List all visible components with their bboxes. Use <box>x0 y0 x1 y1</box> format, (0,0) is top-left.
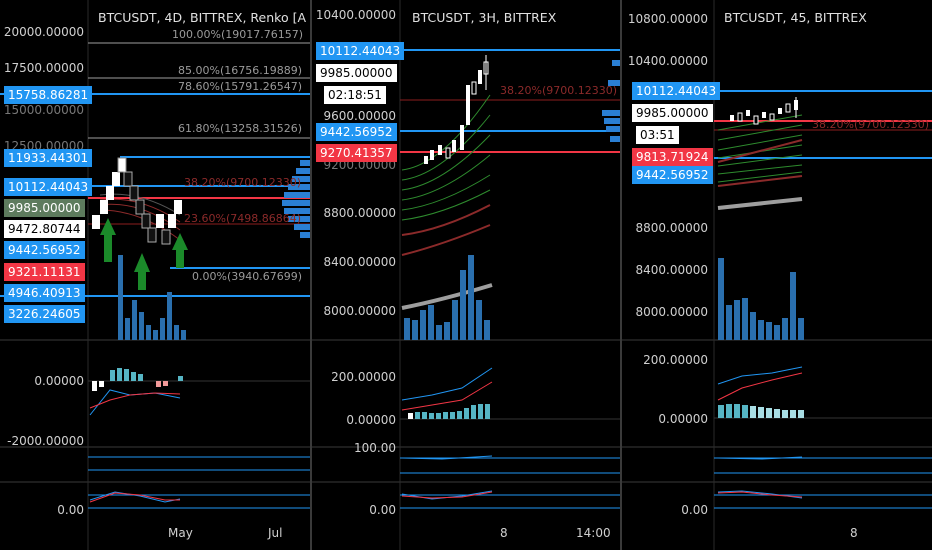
y-axis-label: 17500.00000 <box>3 61 84 75</box>
volume-bars <box>718 258 804 340</box>
price-tag: 10112.44043 <box>632 82 721 100</box>
y-axis-label: 10400.00000 <box>627 54 708 68</box>
price-tag: 9985.00000 <box>4 199 85 217</box>
rsi-axis-label: 0.00 <box>57 503 84 517</box>
chart-panel-3h[interactable]: BTCUSDT, 3H, BITTREX 10400.00000 9600.00… <box>312 0 620 550</box>
y-axis-label: 15000.00000 <box>3 103 84 117</box>
price-tag: 9813.71924 <box>632 148 713 166</box>
macd-pane <box>88 368 310 416</box>
y-axis-label: 9600.00000 <box>323 109 396 123</box>
chart-panel-45[interactable]: BTCUSDT, 45, BITTREX 10800.00000 10400.0… <box>622 0 932 550</box>
y-axis-label: 8800.00000 <box>323 206 396 220</box>
fib-label: 78.60%(15791.26547) <box>178 80 303 93</box>
price-tag: 10112.44043 <box>4 178 93 196</box>
y-axis-label: 20000.00000 <box>3 25 84 39</box>
price-tag: 10112.44043 <box>316 42 405 60</box>
candles <box>424 55 489 164</box>
ma-ribbon <box>717 114 803 210</box>
x-axis-label: May <box>168 526 193 540</box>
fib-label: 23.60%(7498.86864) <box>184 212 302 225</box>
renko-bricks <box>92 157 182 245</box>
y-axis-label: 8400.00000 <box>635 263 708 277</box>
countdown-tag: 02:18:51 <box>324 86 386 104</box>
osc-axis-label: -2000.00000 <box>7 434 84 448</box>
x-axis-label: 8 <box>500 526 508 540</box>
panel-splitter[interactable] <box>310 0 312 550</box>
y-axis-label: 8800.00000 <box>635 221 708 235</box>
countdown-tag: 03:51 <box>636 126 679 144</box>
macd-pane <box>400 367 620 420</box>
rsi-axis-label: 0.00 <box>681 503 708 517</box>
chart-title: BTCUSDT, 4D, BITTREX, Renko [A <box>98 10 307 25</box>
indicator-pane <box>88 456 310 509</box>
osc-axis-label: 200.00000 <box>331 370 396 384</box>
y-axis-label: 8000.00000 <box>635 305 708 319</box>
price-tag: 9985.00000 <box>632 104 713 122</box>
price-tag: 9985.00000 <box>316 64 397 82</box>
fib-label: 100.00%(19017.76157) <box>172 28 304 41</box>
fib-label: 38.20%(9700.12330) <box>500 84 618 97</box>
price-tag: 15758.86281 <box>4 86 93 104</box>
x-axis-label: 8 <box>850 526 858 540</box>
y-axis-label: 10400.00000 <box>315 8 396 22</box>
panel-splitter[interactable] <box>620 0 622 550</box>
osc-axis-label: 0.00000 <box>658 412 708 426</box>
chart-canvas[interactable] <box>0 0 310 550</box>
chart-title: BTCUSDT, 45, BITTREX <box>724 10 867 25</box>
indicator-pane <box>400 455 620 509</box>
price-tag: 9442.56952 <box>4 241 85 259</box>
volume-bars <box>404 255 490 340</box>
chart-panel-4d[interactable]: BTCUSDT, 4D, BITTREX, Renko [A 20000.000… <box>0 0 310 550</box>
price-tag: 9270.41357 <box>316 144 397 162</box>
fib-label: 38.20%(9700.12330) <box>812 118 930 131</box>
osc-axis-label: 200.00000 <box>643 353 708 367</box>
signal-arrows <box>100 218 188 290</box>
price-tag: 9442.56952 <box>632 166 713 184</box>
x-axis-label: Jul <box>268 526 283 540</box>
fib-label: 38.20%(9700.12330) <box>184 176 302 189</box>
price-tag: 3226.24605 <box>4 305 85 323</box>
chart-canvas[interactable] <box>622 0 932 550</box>
fib-label: 61.80%(13258.31526) <box>178 122 303 135</box>
chart-title: BTCUSDT, 3H, BITTREX <box>412 10 557 25</box>
volume-bars <box>118 255 186 340</box>
volume-profile <box>602 60 620 142</box>
y-axis-label: 10800.00000 <box>627 12 708 26</box>
price-tag: 11933.44301 <box>4 149 93 167</box>
fib-label: 85.00%(16756.19889) <box>178 64 303 77</box>
price-tag: 9442.56952 <box>316 123 397 141</box>
x-axis-label: 14:00 <box>576 526 611 540</box>
price-tag: 9321.11131 <box>4 263 85 281</box>
ma-ribbon <box>401 94 493 310</box>
y-axis-label: 8000.00000 <box>323 304 396 318</box>
indicator-pane <box>714 456 932 509</box>
candles <box>730 97 798 125</box>
macd-pane <box>714 366 932 419</box>
price-tag: 4946.40913 <box>4 284 85 302</box>
price-tag: 9472.80744 <box>4 220 85 238</box>
rsi-axis-label: 100.00 <box>354 441 396 455</box>
osc-axis-label: 0.00000 <box>34 374 84 388</box>
rsi-axis-label: 0.00 <box>369 503 396 517</box>
chart-canvas[interactable] <box>312 0 620 550</box>
fib-label: 0.00%(3940.67699) <box>192 270 303 283</box>
volume-profile <box>282 160 310 238</box>
osc-axis-label: 0.00000 <box>346 413 396 427</box>
y-axis-label: 8400.00000 <box>323 255 396 269</box>
